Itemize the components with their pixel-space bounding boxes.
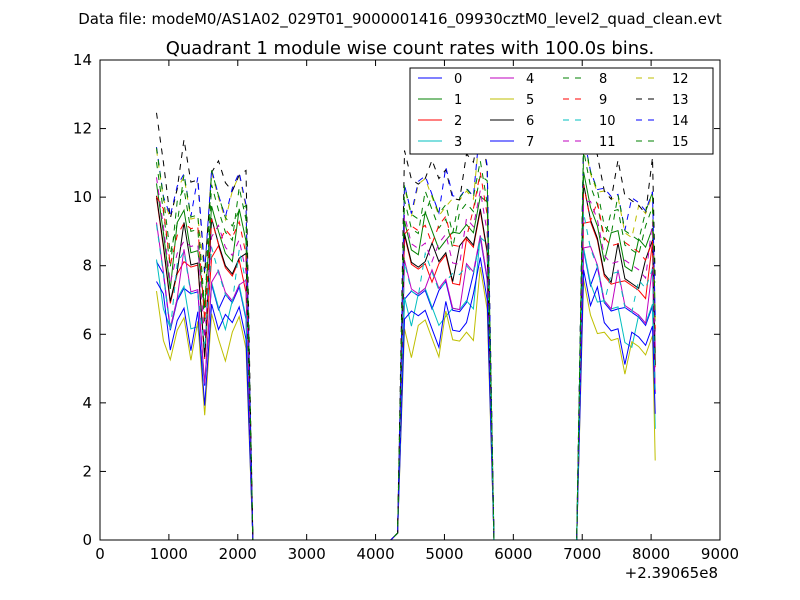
y-tick-label: 8	[82, 257, 92, 275]
series-line-9	[156, 172, 656, 540]
legend-label-3: 3	[454, 135, 462, 150]
series-line-7	[156, 257, 656, 540]
chart-title: Quadrant 1 module wise count rates with …	[166, 38, 655, 59]
x-offset-label: +2.39065e8	[625, 564, 718, 582]
x-tick-label: 5000	[425, 545, 463, 563]
plot-frame	[99, 59, 721, 541]
legend-label-6: 6	[526, 114, 534, 129]
x-tick-label: 0	[95, 545, 105, 563]
legend-label-5: 5	[526, 93, 534, 108]
y-tick-label: 14	[73, 51, 92, 69]
x-tick-label: 2000	[219, 545, 257, 563]
x-tick-label: 4000	[356, 545, 394, 563]
series-line-13	[156, 112, 656, 540]
x-tick-label: 7000	[563, 545, 601, 563]
y-tick-label: 0	[82, 531, 92, 549]
legend-label-13: 13	[672, 93, 689, 108]
series-line-11	[156, 177, 656, 540]
series-line-3	[156, 235, 656, 540]
y-tick-label: 12	[73, 120, 92, 138]
legend-label-10: 10	[599, 114, 616, 129]
legend-label-1: 1	[454, 93, 462, 108]
legend-label-12: 12	[672, 72, 689, 87]
chart-suptitle: Data file: modeM0/AS1A02_029T01_90000014…	[78, 10, 722, 29]
series-line-12	[156, 125, 656, 540]
legend-label-8: 8	[599, 72, 607, 87]
x-tick-label: 1000	[150, 545, 188, 563]
legend-label-0: 0	[454, 72, 462, 87]
y-tick-label: 2	[82, 462, 92, 480]
x-tick-label: 8000	[632, 545, 670, 563]
x-axis: 0 1000 2000 3000 4000 5000 6000 7000 8000 9000	[95, 60, 739, 563]
series-line-1	[156, 171, 656, 540]
legend-label-2: 2	[454, 114, 462, 129]
y-tick-label: 6	[82, 325, 92, 343]
series-line-8	[156, 150, 656, 540]
x-tick-label: 3000	[288, 545, 326, 563]
legend-label-11: 11	[599, 135, 616, 150]
y-tick-label: 4	[82, 394, 92, 412]
series-line-5	[156, 267, 656, 540]
legend-label-14: 14	[672, 114, 689, 129]
legend-label-9: 9	[599, 93, 607, 108]
series-line-14	[156, 123, 656, 540]
y-tick-label: 10	[73, 188, 92, 206]
legend-label-4: 4	[526, 72, 534, 87]
legend-frame	[409, 67, 714, 155]
legend-label-7: 7	[526, 135, 534, 150]
x-tick-label: 6000	[494, 545, 532, 563]
series-group	[156, 112, 656, 540]
series-line-4	[156, 222, 656, 540]
legend-label-15: 15	[672, 135, 689, 150]
x-tick-label: 9000	[701, 545, 739, 563]
